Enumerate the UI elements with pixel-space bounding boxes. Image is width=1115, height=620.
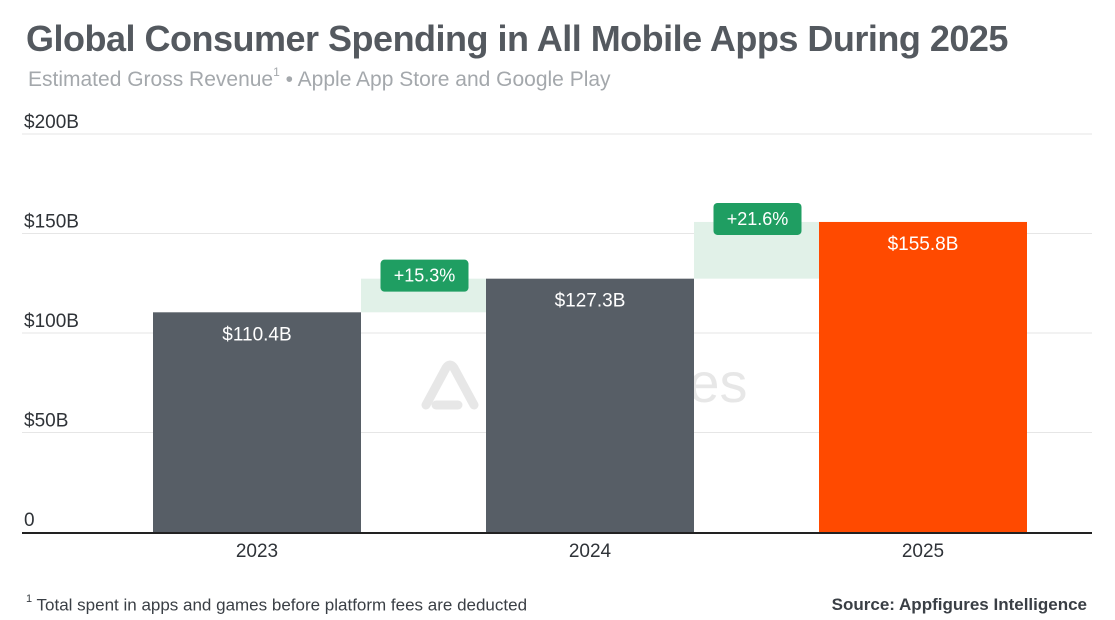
y-tick-label: $150B	[24, 212, 79, 233]
growth-badge-label: +21.6%	[727, 209, 789, 229]
value-labels: $110.4B $127.3B $155.8B	[222, 234, 958, 345]
y-axis-tick-labels: 0 $50B $100B $150B $200B	[24, 112, 79, 531]
x-tick-label: 2024	[569, 541, 612, 562]
footnote-text: Total spent in apps and games before pla…	[32, 595, 528, 615]
y-tick-label: 0	[24, 510, 35, 531]
subtitle-main: Estimated Gross Revenue	[28, 68, 274, 91]
growth-badge	[380, 259, 469, 292]
bar-value-label: $110.4B	[222, 324, 291, 345]
bar-value-label: $127.3B	[555, 291, 626, 312]
bar	[486, 278, 694, 532]
x-axis-tick-labels: 2023 2024 2025	[236, 541, 944, 562]
bar	[819, 221, 1027, 532]
bar	[153, 312, 361, 532]
subtitle-footnote-marker: 1	[273, 65, 280, 79]
y-tick-label: $200B	[24, 112, 79, 133]
subtitle-rest: • Apple App Store and Google Play	[279, 68, 611, 91]
y-tick-label: $100B	[24, 311, 79, 332]
bar-value-label: $155.8B	[888, 234, 959, 255]
chart-subtitle: Estimated Gross Revenue1 • Apple App Sto…	[28, 65, 611, 92]
chart-title: Global Consumer Spending in All Mobile A…	[26, 18, 1008, 59]
footnote-marker: 1	[26, 593, 33, 605]
bar-chart: appfigures $110.4B$127.3B$155.8B +15.3%+…	[22, 112, 1092, 562]
growth-badge	[713, 202, 802, 235]
x-tick-label: 2025	[902, 541, 944, 562]
y-tick-label: $50B	[24, 411, 68, 432]
growth-badge-label: +15.3%	[394, 266, 456, 286]
footnote: 1 Total spent in apps and games before p…	[26, 593, 528, 616]
x-tick-label: 2023	[236, 541, 278, 562]
source-credit: Source: Appfigures Intelligence	[831, 595, 1087, 614]
bars	[153, 221, 1027, 532]
growth-badges: +15.3% +21.6%	[380, 202, 802, 292]
appfigures-logo-icon	[421, 360, 479, 410]
